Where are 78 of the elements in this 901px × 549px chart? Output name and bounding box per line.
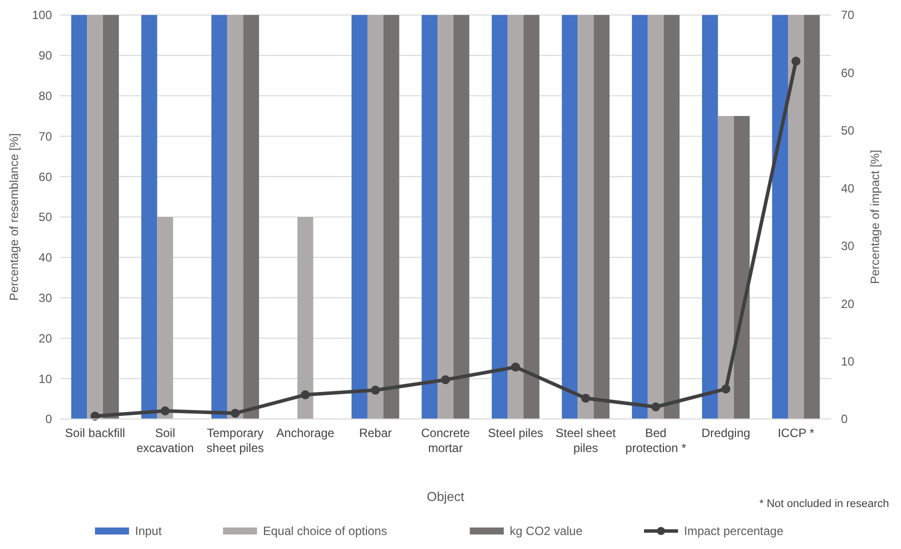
bar	[648, 15, 664, 419]
bar	[71, 15, 88, 419]
y-tick-label: 40	[38, 250, 52, 265]
bar	[562, 15, 578, 419]
point	[581, 394, 590, 403]
x-tick-label: Soil backfill	[65, 426, 126, 440]
legend-label: Input	[135, 524, 162, 538]
point	[230, 408, 240, 418]
bar	[772, 15, 788, 419]
bar	[734, 116, 750, 419]
y-axis-title: Percentage of resemblance [%]	[7, 133, 21, 301]
bar	[453, 15, 470, 419]
y2-axis-title: Percentage of impact [%]	[868, 150, 882, 284]
bar	[664, 15, 680, 419]
x-tick-label: Temporary sheet piles	[206, 426, 264, 455]
bar	[87, 15, 103, 419]
y2-tick-label: 30	[841, 239, 855, 254]
y2-tick-label: 10	[841, 354, 855, 368]
bar	[422, 15, 438, 419]
bar	[788, 15, 804, 419]
point	[441, 375, 450, 384]
x-tick-label: ICCP *	[778, 426, 815, 440]
x-tick-label: Anchorage	[276, 426, 335, 440]
y2-tick-label: 40	[841, 181, 855, 196]
x-tick-label: Concrete mortar	[421, 426, 470, 455]
bar	[804, 15, 820, 419]
y-tick-label: 30	[38, 291, 52, 305]
bar	[211, 15, 228, 419]
bar	[508, 15, 524, 419]
bar	[702, 15, 718, 419]
y-tick-label: 10	[38, 372, 52, 386]
text: * Not oncluded in research	[759, 498, 889, 510]
y-tick-label: 100	[32, 8, 52, 22]
bar	[102, 15, 119, 419]
legend-label: Equal choice of options	[263, 524, 388, 538]
y-tick-label: 70	[38, 129, 52, 144]
y-tick-label: 90	[38, 48, 52, 63]
bar	[227, 15, 244, 419]
x-axis-title: Object	[426, 489, 465, 504]
y-tick-label: 20	[38, 331, 52, 346]
x-tick-label: Dredging	[702, 426, 750, 440]
point	[651, 402, 660, 412]
y2-tick-label: 20	[841, 296, 855, 311]
y2-tick-label: 50	[841, 124, 855, 138]
bar	[367, 15, 384, 419]
bar	[243, 15, 260, 419]
y-tick-label: 50	[38, 210, 52, 224]
bar	[492, 15, 508, 419]
bar	[632, 15, 648, 419]
legend-label: kg CO2 value	[510, 524, 583, 538]
bar	[718, 116, 734, 419]
bar	[578, 15, 594, 419]
y-tick-label: 80	[38, 89, 52, 103]
bar	[141, 15, 158, 419]
point	[791, 56, 800, 66]
y2-tick-label: 0	[841, 412, 848, 426]
bar	[352, 15, 368, 419]
x-tick-label: Soil excavation	[136, 426, 194, 455]
point	[300, 390, 310, 400]
bar	[438, 15, 454, 419]
y-tick-label: 60	[38, 170, 52, 184]
legend-label: Impact percentage	[684, 524, 784, 538]
bar	[524, 15, 540, 419]
bar	[383, 15, 400, 419]
point	[160, 406, 170, 416]
x-tick-label: Steel sheet piles	[556, 426, 616, 455]
x-tick-label: Bed protection *	[625, 426, 686, 455]
y-tick-label: 0	[45, 412, 52, 426]
x-tick-label: Steel piles	[488, 426, 544, 440]
y2-tick-label: 60	[841, 66, 855, 80]
x-tick-label: Rebar	[359, 426, 392, 440]
bar	[594, 15, 610, 419]
point	[370, 386, 380, 395]
y2-tick-label: 70	[841, 8, 855, 22]
bar	[157, 217, 174, 419]
point	[511, 362, 520, 372]
point	[721, 384, 730, 394]
bar	[297, 217, 314, 419]
